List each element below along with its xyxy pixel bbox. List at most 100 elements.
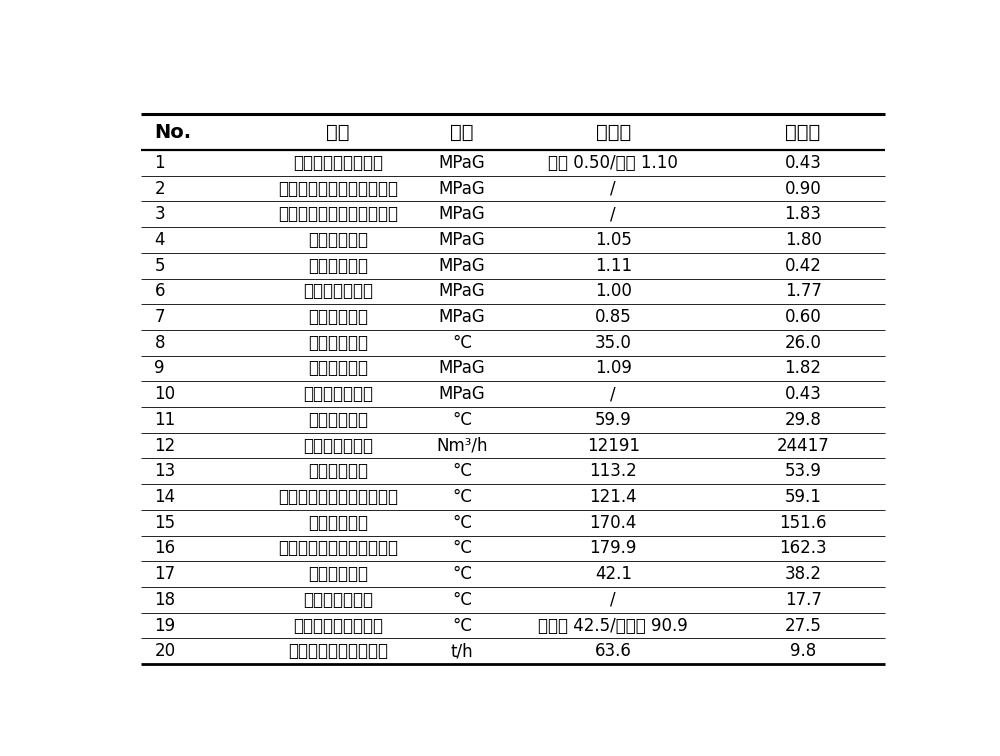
Text: 稳定塔顶压力: 稳定塔顶压力 bbox=[308, 308, 368, 326]
Text: °C: °C bbox=[452, 591, 472, 609]
Text: /: / bbox=[610, 206, 616, 223]
Text: /: / bbox=[610, 180, 616, 197]
Text: °C: °C bbox=[452, 565, 472, 583]
Text: 吸收塔补充吸收剂流量: 吸收塔补充吸收剂流量 bbox=[288, 643, 388, 660]
Text: 0.43: 0.43 bbox=[785, 153, 822, 172]
Text: MPaG: MPaG bbox=[439, 386, 486, 403]
Text: 解吸塔底循环物流返塔温度: 解吸塔底循环物流返塔温度 bbox=[278, 488, 398, 506]
Text: 13: 13 bbox=[154, 463, 176, 480]
Text: 对比例: 对比例 bbox=[596, 123, 631, 142]
Text: 5: 5 bbox=[154, 257, 165, 274]
Text: 27.5: 27.5 bbox=[785, 617, 822, 634]
Text: 179.9: 179.9 bbox=[590, 540, 637, 557]
Text: 1.05: 1.05 bbox=[595, 231, 632, 249]
Text: 19: 19 bbox=[154, 617, 176, 634]
Text: 项目: 项目 bbox=[326, 123, 350, 142]
Text: 29.8: 29.8 bbox=[785, 411, 822, 429]
Text: 2: 2 bbox=[154, 180, 165, 197]
Text: 20: 20 bbox=[154, 643, 176, 660]
Text: 121.4: 121.4 bbox=[589, 488, 637, 506]
Text: MPaG: MPaG bbox=[439, 206, 486, 223]
Text: /: / bbox=[610, 386, 616, 403]
Text: 混合气一级增压机出口压力: 混合气一级增压机出口压力 bbox=[278, 180, 398, 197]
Text: °C: °C bbox=[452, 411, 472, 429]
Text: 1.00: 1.00 bbox=[595, 283, 632, 300]
Text: °C: °C bbox=[452, 617, 472, 634]
Text: 解吸塔顶温度: 解吸塔顶温度 bbox=[308, 411, 368, 429]
Text: MPaG: MPaG bbox=[439, 360, 486, 377]
Text: 实施例: 实施例 bbox=[786, 123, 821, 142]
Text: 稳定塔底温度: 稳定塔底温度 bbox=[308, 514, 368, 531]
Text: 15: 15 bbox=[154, 514, 176, 531]
Text: 1.83: 1.83 bbox=[785, 206, 822, 223]
Text: 1.80: 1.80 bbox=[785, 231, 822, 249]
Text: t/h: t/h bbox=[451, 643, 473, 660]
Text: 吸收塔顶压力: 吸收塔顶压力 bbox=[308, 231, 368, 249]
Text: 1.11: 1.11 bbox=[595, 257, 632, 274]
Text: 10: 10 bbox=[154, 386, 176, 403]
Text: 162.3: 162.3 bbox=[779, 540, 827, 557]
Text: °C: °C bbox=[452, 540, 472, 557]
Text: 稳定塔顶温度: 稳定塔顶温度 bbox=[308, 334, 368, 352]
Text: 9: 9 bbox=[154, 360, 165, 377]
Text: 53.9: 53.9 bbox=[785, 463, 822, 480]
Text: 解吸塔顶气流量: 解吸塔顶气流量 bbox=[303, 437, 373, 454]
Text: 0.43: 0.43 bbox=[785, 386, 822, 403]
Text: 一级 0.50/二级 1.10: 一级 0.50/二级 1.10 bbox=[548, 153, 678, 172]
Text: 1: 1 bbox=[154, 153, 165, 172]
Text: 0.90: 0.90 bbox=[785, 180, 822, 197]
Text: MPaG: MPaG bbox=[439, 180, 486, 197]
Text: °C: °C bbox=[452, 514, 472, 531]
Text: 59.9: 59.9 bbox=[595, 411, 632, 429]
Text: 42.1: 42.1 bbox=[595, 565, 632, 583]
Text: MPaG: MPaG bbox=[439, 283, 486, 300]
Text: MPaG: MPaG bbox=[439, 153, 486, 172]
Text: 151.6: 151.6 bbox=[779, 514, 827, 531]
Text: 59.1: 59.1 bbox=[785, 488, 822, 506]
Text: 冷进料 42.5/热进料 90.9: 冷进料 42.5/热进料 90.9 bbox=[538, 617, 688, 634]
Text: 混合气二级增压机出口压力: 混合气二级增压机出口压力 bbox=[278, 206, 398, 223]
Text: /: / bbox=[610, 591, 616, 609]
Text: 凝缩油节流温度: 凝缩油节流温度 bbox=[303, 591, 373, 609]
Text: 1.77: 1.77 bbox=[785, 283, 822, 300]
Text: 38.2: 38.2 bbox=[785, 565, 822, 583]
Text: 再吸收塔顶压力: 再吸收塔顶压力 bbox=[303, 283, 373, 300]
Text: MPaG: MPaG bbox=[439, 231, 486, 249]
Text: 0.85: 0.85 bbox=[595, 308, 632, 326]
Text: 7: 7 bbox=[154, 308, 165, 326]
Text: 3: 3 bbox=[154, 206, 165, 223]
Text: 18: 18 bbox=[154, 591, 176, 609]
Text: 170.4: 170.4 bbox=[590, 514, 637, 531]
Text: 11: 11 bbox=[154, 411, 176, 429]
Text: °C: °C bbox=[452, 463, 472, 480]
Text: 12: 12 bbox=[154, 437, 176, 454]
Text: 17.7: 17.7 bbox=[785, 591, 822, 609]
Text: 24417: 24417 bbox=[777, 437, 830, 454]
Text: 凝缩油节流压力: 凝缩油节流压力 bbox=[303, 386, 373, 403]
Text: 6: 6 bbox=[154, 283, 165, 300]
Text: 35.0: 35.0 bbox=[595, 334, 632, 352]
Text: MPaG: MPaG bbox=[439, 308, 486, 326]
Text: 113.2: 113.2 bbox=[589, 463, 637, 480]
Text: Nm³/h: Nm³/h bbox=[436, 437, 488, 454]
Text: 凝缩油进解吸塔温度: 凝缩油进解吸塔温度 bbox=[293, 617, 383, 634]
Text: 8: 8 bbox=[154, 334, 165, 352]
Text: 解吸塔底温度: 解吸塔底温度 bbox=[308, 463, 368, 480]
Text: 1.09: 1.09 bbox=[595, 360, 632, 377]
Text: 稳定塔底循环物流返塔温度: 稳定塔底循环物流返塔温度 bbox=[278, 540, 398, 557]
Text: 14: 14 bbox=[154, 488, 176, 506]
Text: 0.42: 0.42 bbox=[785, 257, 822, 274]
Text: 26.0: 26.0 bbox=[785, 334, 822, 352]
Text: 凝缩油罐压力: 凝缩油罐压力 bbox=[308, 360, 368, 377]
Text: 单位: 单位 bbox=[450, 123, 474, 142]
Text: 1.82: 1.82 bbox=[785, 360, 822, 377]
Text: No.: No. bbox=[154, 123, 192, 142]
Text: 12191: 12191 bbox=[587, 437, 640, 454]
Text: 17: 17 bbox=[154, 565, 176, 583]
Text: 富气压缩机出口压力: 富气压缩机出口压力 bbox=[293, 153, 383, 172]
Text: 9.8: 9.8 bbox=[790, 643, 816, 660]
Text: 凝缩油罐温度: 凝缩油罐温度 bbox=[308, 565, 368, 583]
Text: 16: 16 bbox=[154, 540, 176, 557]
Text: °C: °C bbox=[452, 334, 472, 352]
Text: MPaG: MPaG bbox=[439, 257, 486, 274]
